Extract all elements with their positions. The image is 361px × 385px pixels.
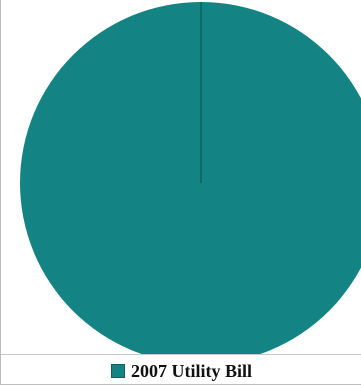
plot-area [1, 0, 361, 355]
legend-label: 2007 Utility Bill [131, 361, 252, 381]
legend: 2007 Utility Bill [1, 359, 361, 383]
pie-slice [20, 2, 361, 354]
legend-swatch [111, 364, 125, 378]
pie-chart [20, 2, 361, 354]
